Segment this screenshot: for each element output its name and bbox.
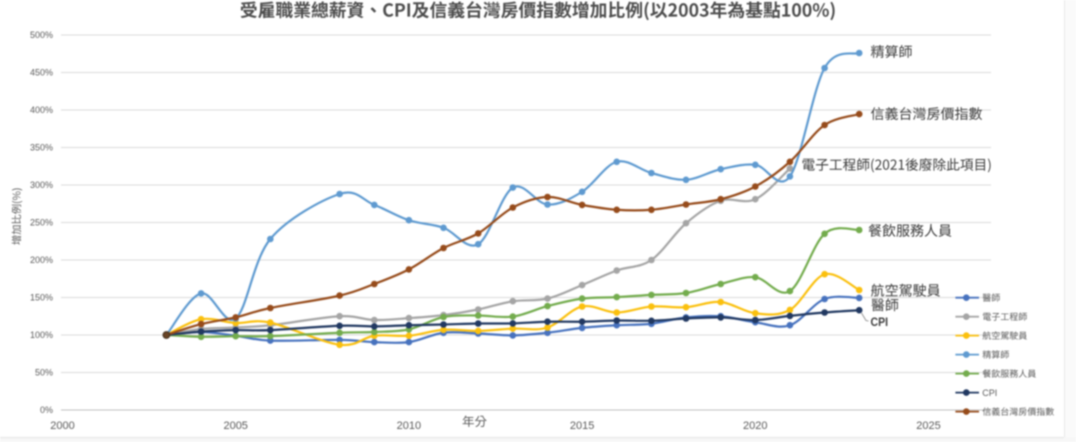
svg-text:CPI: CPI: [871, 315, 889, 329]
svg-text:2010: 2010: [397, 420, 421, 432]
svg-text:2000: 2000: [50, 420, 74, 432]
svg-text:2015: 2015: [570, 420, 594, 432]
svg-text:200%: 200%: [30, 255, 53, 265]
svg-text:350%: 350%: [30, 143, 53, 153]
svg-text:2025: 2025: [916, 420, 940, 432]
svg-text:100%: 100%: [30, 330, 53, 340]
svg-text:50%: 50%: [35, 368, 53, 378]
svg-text:450%: 450%: [30, 68, 53, 78]
svg-text:2005: 2005: [223, 420, 247, 432]
svg-text:300%: 300%: [30, 180, 53, 190]
svg-text:150%: 150%: [30, 293, 53, 303]
svg-text:500%: 500%: [30, 30, 53, 40]
svg-text:400%: 400%: [30, 105, 53, 115]
svg-text:0%: 0%: [40, 405, 53, 415]
svg-text:2020: 2020: [743, 420, 767, 432]
svg-text:CPI: CPI: [982, 388, 997, 398]
svg-text:250%: 250%: [30, 218, 53, 228]
